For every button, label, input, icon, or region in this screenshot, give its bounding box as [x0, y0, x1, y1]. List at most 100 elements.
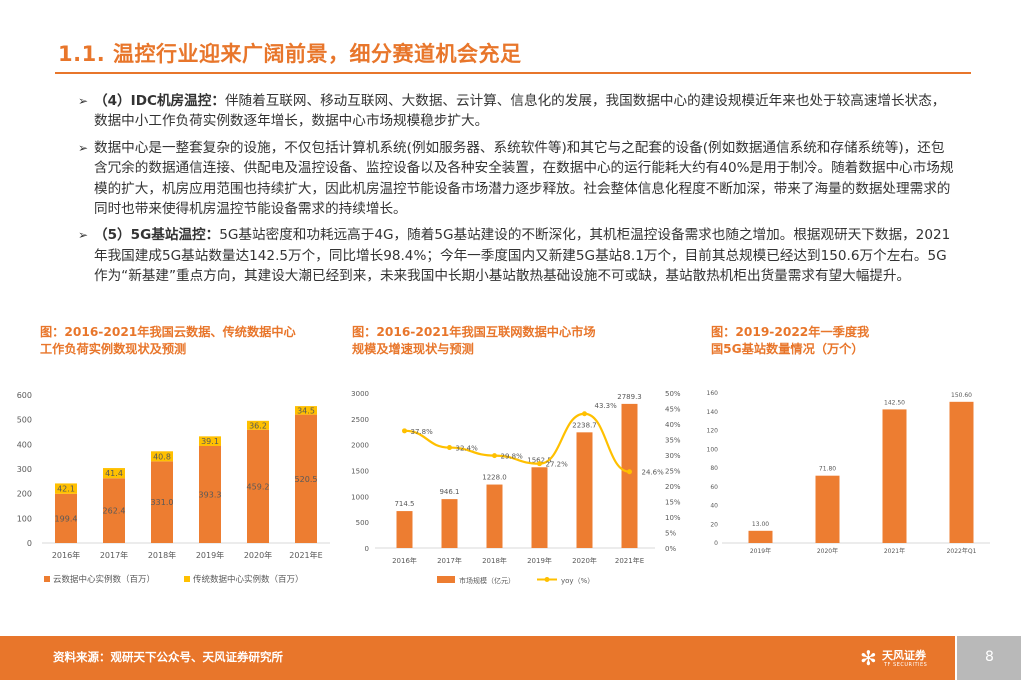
bar-cloud [295, 414, 317, 543]
legend-swatch-traditional [184, 576, 190, 582]
legend-swatch-cloud [44, 576, 50, 582]
x-tick-label: 2021年 [884, 547, 905, 555]
data-label-market-size: 2238.7 [572, 421, 597, 429]
bar-traditional [55, 483, 77, 494]
data-label-traditional: 39.1 [201, 437, 219, 446]
logo-text-cn: 天风证券 [882, 649, 926, 662]
y2-tick-label: 5% [665, 530, 676, 538]
y2-tick-label: 20% [665, 483, 681, 491]
bullet-text: 伴随着互联网、移动互联网、大数据、云计算、信息化的发展，我国数据中心的建设规模近… [94, 93, 946, 130]
y-tick-label: 600 [17, 391, 32, 400]
bullet-idc: ➢ （4）IDC机房温控：伴随着互联网、移动互联网、大数据、云计算、信息化的发展… [78, 91, 958, 132]
y-tick-label: 0 [714, 540, 718, 547]
yoy-point [402, 428, 407, 434]
y-tick-label: 160 [707, 390, 719, 397]
bar-market-size [486, 484, 503, 548]
data-label-yoy: 24.6% [642, 469, 665, 477]
page-number: 8 [985, 649, 994, 665]
bar-5g-stations [748, 530, 773, 543]
y-tick-label: 400 [17, 440, 32, 449]
y-tick-label: 500 [356, 519, 369, 527]
bullet-arrow-icon: ➢ [78, 94, 89, 108]
y-tick-label: 3000 [351, 390, 369, 398]
data-label-market-size: 946.1 [439, 488, 459, 496]
bar-cloud [199, 445, 221, 543]
data-label-yoy: 37.8% [411, 428, 434, 436]
x-tick-label: 2016年 [52, 550, 80, 560]
x-tick-label: 2018年 [482, 556, 507, 565]
bullet-datacenter: ➢ 数据中心是一整套复杂的设施，不仅包括计算机系统(例如服务器、系统软件等)和其… [78, 138, 958, 220]
bar-market-size [531, 467, 548, 548]
legend-marker-yoy [544, 577, 550, 582]
x-tick-label: 2021年E [615, 556, 644, 565]
bar-market-size [441, 499, 458, 548]
company-logo: ✻ 天风证券 TF SECURITIES [860, 646, 952, 672]
legend-label-cloud: 云数据中心实例数（百万） [53, 574, 155, 585]
bullet-list: ➢ （4）IDC机房温控：伴随着互联网、移动互联网、大数据、云计算、信息化的发展… [78, 91, 958, 293]
bullet-5g: ➢ （5）5G基站温控：5G基站密度和功耗远高于4G，随着5G基站建设的不断深化… [78, 225, 958, 286]
x-tick-label: 2019年 [750, 547, 771, 555]
y-tick-label: 2000 [351, 442, 369, 450]
y-tick-label: 140 [707, 409, 719, 416]
data-label-market-size: 2789.3 [617, 393, 642, 401]
y-tick-label: 300 [17, 465, 32, 474]
y2-tick-label: 40% [665, 421, 681, 429]
y-tick-label: 100 [17, 514, 32, 523]
page-number-box: 8 [957, 636, 1021, 680]
x-tick-label: 2016年 [392, 556, 417, 565]
data-label-cloud: 199.4 [55, 514, 78, 523]
x-tick-label: 2017年 [437, 556, 462, 565]
x-tick-label: 2020年 [572, 556, 597, 565]
bar-traditional [151, 451, 173, 462]
legend-swatch-market-size [437, 576, 455, 583]
x-tick-label: 2017年 [100, 550, 128, 560]
bar-traditional [247, 420, 269, 430]
bullet-lead: （4）IDC机房温控： [94, 93, 225, 109]
x-tick-label: 2018年 [148, 550, 176, 560]
legend-label-yoy: yoy（%） [561, 577, 594, 585]
chart2-bar-line: 0 500 1000 1500 2000 2500 3000 0% 5% 10% 15% 20% 25%… [351, 390, 681, 585]
y-tick-label: 1500 [351, 468, 369, 476]
yoy-point [627, 469, 632, 475]
data-label-5g-stations: 71.80 [819, 466, 836, 473]
logo-text-en: TF SECURITIES [884, 662, 928, 668]
bar-5g-stations [815, 475, 840, 543]
y-tick-label: 20 [710, 521, 718, 528]
data-label-yoy: 27.2% [546, 461, 569, 469]
x-tick-label: 2019年 [527, 556, 552, 565]
chart2-caption: 图：2016-2021年我国互联网数据中心市场规模及增速现状与预测 [352, 325, 596, 356]
data-label-market-size: 1228.0 [482, 474, 507, 482]
y-tick-label: 1000 [351, 493, 369, 501]
bullet-arrow-icon: ➢ [78, 140, 89, 155]
y-tick-label: 2500 [351, 416, 369, 424]
footer-bar [0, 636, 955, 680]
x-tick-label: 2022年Q1 [947, 547, 977, 555]
data-label-traditional: 41.4 [105, 469, 123, 478]
chart1-caption: 图：2016-2021年我国云数据、传统数据中心工作负荷实例数现状及预测 [40, 325, 296, 356]
y-tick-label: 100 [707, 446, 719, 453]
yoy-point [582, 411, 587, 417]
bar-cloud [247, 429, 269, 543]
bullet-arrow-icon: ➢ [78, 228, 89, 243]
y-tick-label: 200 [17, 490, 32, 499]
x-tick-label: 2020年 [244, 550, 272, 560]
bar-cloud [103, 478, 125, 543]
bar-market-size [576, 432, 593, 548]
x-tick-label: 2021年E [289, 550, 322, 560]
y-tick-label: 0 [27, 539, 32, 548]
y2-tick-label: 0% [665, 545, 676, 553]
bar-traditional [103, 468, 125, 479]
chart3-caption: 图：2019-2022年一季度我国5G基站数量情况（万个） [711, 325, 870, 356]
data-label-market-size: 1562.5 [527, 456, 552, 464]
y2-tick-label: 35% [665, 437, 681, 445]
star-logo-icon: ✻ [860, 646, 877, 670]
yoy-point [492, 453, 497, 459]
data-label-yoy: 32.4% [456, 445, 479, 453]
footer-source: 资料来源：观研天下公众号、天风证券研究所 [53, 650, 283, 664]
bar-5g-stations [949, 401, 974, 543]
y-tick-label: 0 [365, 545, 369, 553]
bar-traditional [295, 406, 317, 415]
bullet-lead: （5）5G基站温控： [94, 227, 220, 244]
bar-market-size [621, 403, 638, 548]
data-label-traditional: 42.1 [57, 485, 75, 494]
